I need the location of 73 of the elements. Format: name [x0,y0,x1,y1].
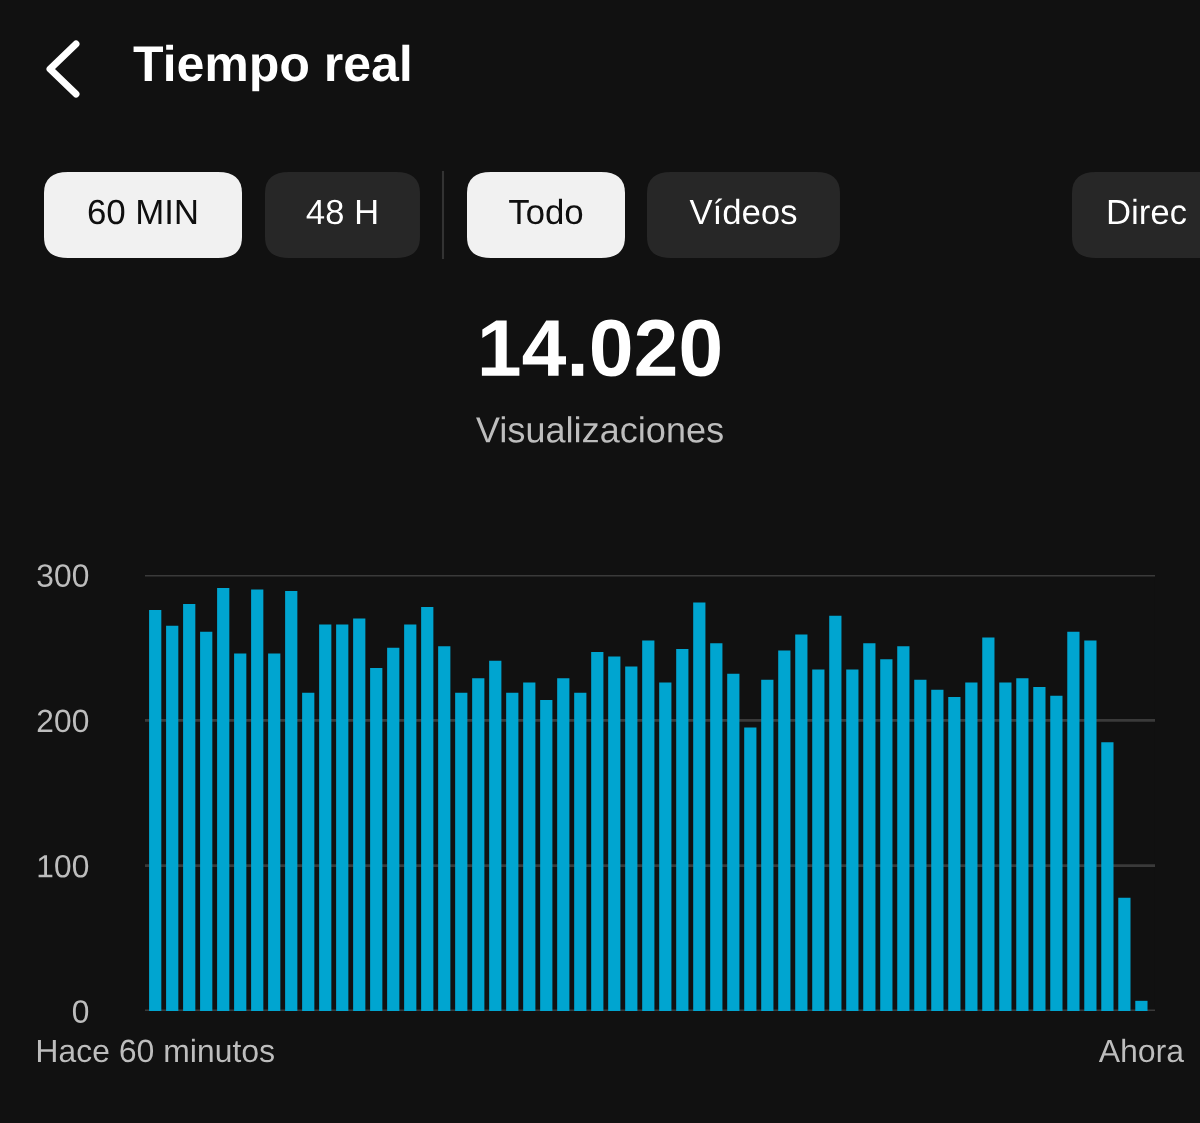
bar [523,682,536,1011]
bar [829,615,842,1011]
bar [472,678,485,1011]
bar [574,692,587,1011]
text: 60 MIN [88,199,197,225]
bar [166,625,179,1011]
bar [914,679,927,1011]
bar [540,699,553,1011]
bar [387,647,400,1011]
bar [319,624,332,1011]
bar [455,692,468,1011]
bar [183,604,196,1011]
bar [1067,631,1080,1011]
bar [676,649,689,1011]
text: 14.020 [481,319,720,377]
bar [1050,695,1063,1011]
bar [897,646,910,1011]
bar [234,653,247,1011]
bar [846,669,859,1011]
bar [999,682,1012,1011]
bar [1084,640,1097,1011]
x-tick-label: Hace 60 minutos [37,1038,274,1063]
bar [591,652,604,1011]
text: Todo [509,198,583,225]
text: 48 H [306,199,377,225]
bar [217,588,230,1011]
bar [761,679,774,1011]
bar [1016,678,1029,1011]
bar [1135,1000,1148,1011]
bar [336,624,349,1011]
bar [200,631,213,1011]
bar [1101,742,1114,1011]
text: Visualizaciones [476,416,723,443]
bar [982,637,995,1011]
bar [948,697,961,1011]
y-tick-label: 100 [38,854,89,878]
bar [285,590,298,1011]
bar [659,682,672,1011]
bar [1033,686,1046,1011]
bar [302,692,315,1011]
bar [744,727,757,1011]
bar [965,682,978,1011]
bar [812,669,825,1011]
bar [489,660,502,1011]
bar [438,646,451,1011]
bar [608,656,621,1011]
text: Vídeos [689,198,797,225]
bar [251,589,264,1011]
bar [506,692,519,1011]
bar [778,650,791,1011]
y-tick-label: 0 [72,1000,89,1023]
bar [642,640,655,1011]
bar [727,673,740,1011]
bar [693,602,706,1011]
chart-title: Tiempo real [133,44,410,92]
bar [1118,897,1131,1011]
bar [863,643,876,1011]
bar [149,609,162,1011]
bar [880,659,893,1011]
bar [710,643,723,1011]
bar [353,618,366,1011]
bar [370,668,383,1011]
bar [404,624,417,1011]
x-tick-label: Ahora [1098,1038,1185,1063]
bar [795,634,808,1011]
bar [268,653,281,1011]
bar [931,689,944,1011]
bar [557,678,570,1011]
y-tick-label: 200 [37,709,89,733]
bar [625,666,638,1011]
text: Direc [1108,198,1187,225]
y-tick-label: 300 [37,564,89,587]
bar [421,606,434,1011]
